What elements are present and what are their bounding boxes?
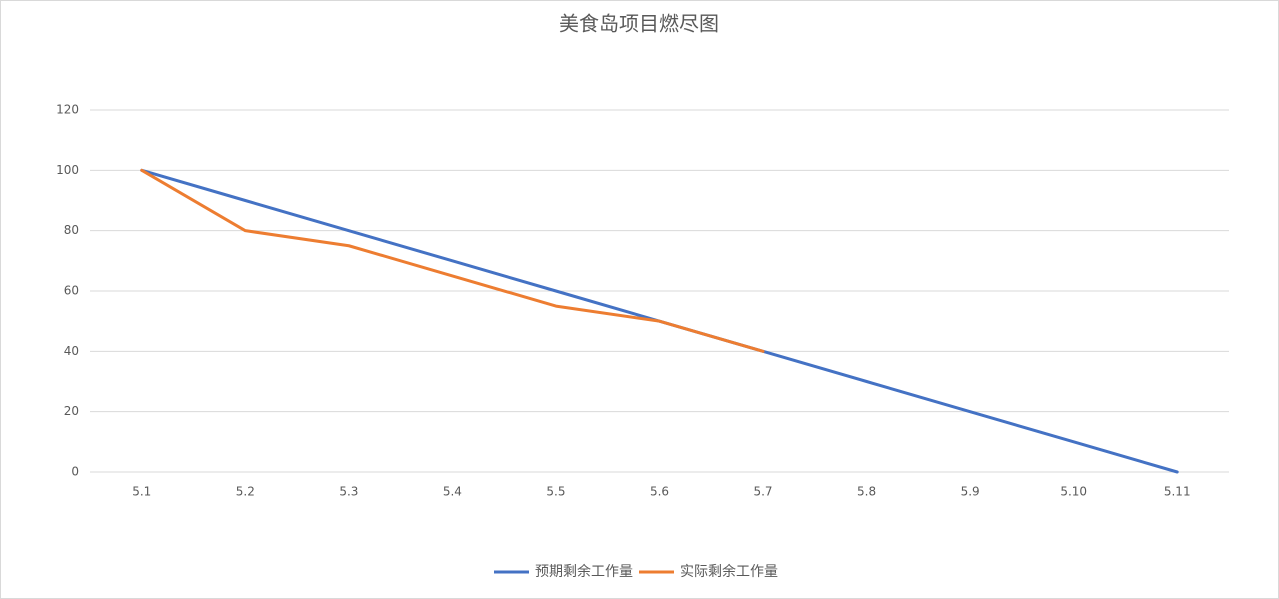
x-tick-label: 5.7: [753, 485, 772, 499]
y-tick-label: 60: [64, 284, 79, 298]
legend-label: 预期剩余工作量: [535, 563, 633, 580]
x-tick-label: 5.2: [236, 485, 255, 499]
y-tick-label: 80: [64, 223, 79, 237]
y-tick-label: 0: [71, 465, 79, 479]
x-tick-label: 5.5: [546, 485, 565, 499]
chart-title: 美食岛项目燃尽图: [559, 12, 719, 36]
series-line: [140, 168, 765, 353]
x-tick-label: 5.6: [650, 485, 669, 499]
x-tick-label: 5.10: [1060, 485, 1087, 499]
x-tick-label: 5.8: [857, 485, 876, 499]
legend-label: 实际剩余工作量: [680, 563, 778, 580]
x-tick-label: 5.1: [132, 485, 151, 499]
y-tick-label: 40: [64, 344, 79, 358]
x-tick-label: 5.3: [339, 485, 358, 499]
x-tick-label: 5.4: [443, 485, 462, 499]
x-tick-label: 5.9: [961, 485, 980, 499]
y-tick-label: 20: [64, 404, 79, 418]
y-tick-label: 100: [56, 163, 79, 177]
y-tick-label: 120: [56, 103, 79, 117]
x-tick-label: 5.11: [1164, 485, 1191, 499]
